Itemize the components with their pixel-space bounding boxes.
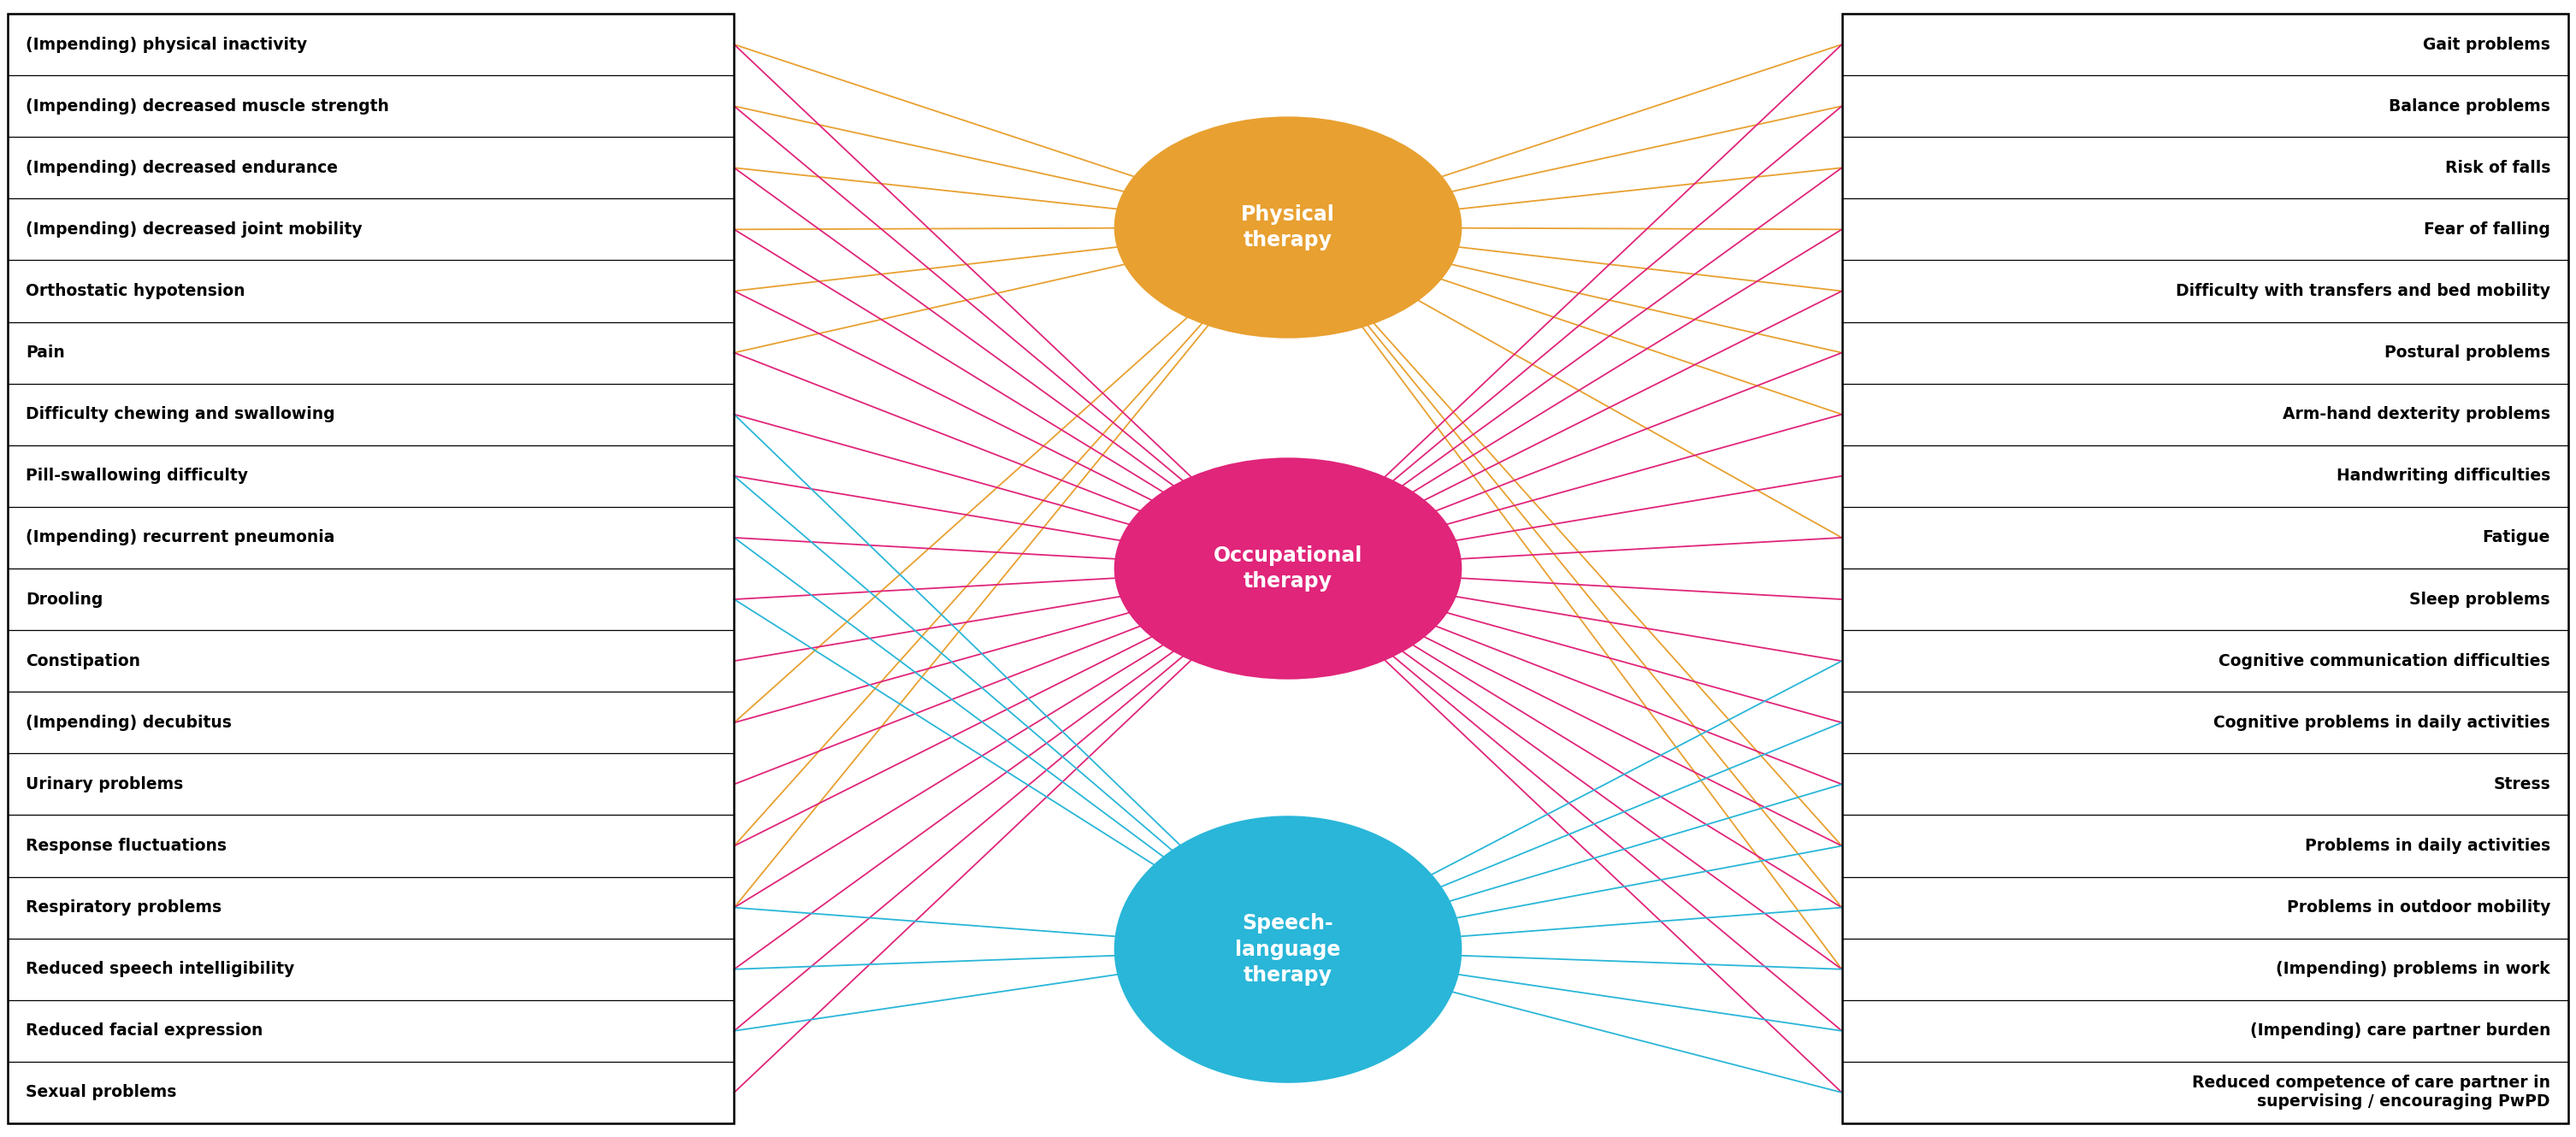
Text: Pain: Pain xyxy=(26,345,64,360)
Text: Speech-
language
therapy: Speech- language therapy xyxy=(1236,913,1340,986)
Text: Drooling: Drooling xyxy=(26,591,103,607)
Text: Problems in outdoor mobility: Problems in outdoor mobility xyxy=(2287,899,2550,915)
Text: Stress: Stress xyxy=(2494,777,2550,792)
Text: Orthostatic hypotension: Orthostatic hypotension xyxy=(26,283,245,299)
Text: Respiratory problems: Respiratory problems xyxy=(26,899,222,915)
Text: Cognitive problems in daily activities: Cognitive problems in daily activities xyxy=(2213,714,2550,731)
Text: Difficulty chewing and swallowing: Difficulty chewing and swallowing xyxy=(26,406,335,423)
Text: Constipation: Constipation xyxy=(26,653,139,669)
Text: Problems in daily activities: Problems in daily activities xyxy=(2306,838,2550,854)
Text: Occupational
therapy: Occupational therapy xyxy=(1213,545,1363,592)
Bar xyxy=(1842,14,2568,1123)
Ellipse shape xyxy=(1113,117,1461,338)
Text: Risk of falls: Risk of falls xyxy=(2445,159,2550,176)
Text: Reduced speech intelligibility: Reduced speech intelligibility xyxy=(26,961,294,978)
Text: Balance problems: Balance problems xyxy=(2388,98,2550,114)
Text: (Impending) problems in work: (Impending) problems in work xyxy=(2277,961,2550,978)
Text: Cognitive communication difficulties: Cognitive communication difficulties xyxy=(2218,653,2550,669)
Text: Urinary problems: Urinary problems xyxy=(26,777,183,792)
Text: (Impending) decreased joint mobility: (Impending) decreased joint mobility xyxy=(26,222,363,238)
Text: Handwriting difficulties: Handwriting difficulties xyxy=(2336,468,2550,484)
Text: (Impending) decreased muscle strength: (Impending) decreased muscle strength xyxy=(26,98,389,114)
Text: Sleep problems: Sleep problems xyxy=(2409,591,2550,607)
Text: (Impending) care partner burden: (Impending) care partner burden xyxy=(2249,1023,2550,1039)
Text: (Impending) recurrent pneumonia: (Impending) recurrent pneumonia xyxy=(26,530,335,546)
Text: Pill-swallowing difficulty: Pill-swallowing difficulty xyxy=(26,468,247,484)
Text: Difficulty with transfers and bed mobility: Difficulty with transfers and bed mobili… xyxy=(2177,283,2550,299)
Text: (Impending) decreased endurance: (Impending) decreased endurance xyxy=(26,159,337,176)
Text: Arm-hand dexterity problems: Arm-hand dexterity problems xyxy=(2282,406,2550,423)
Text: Postural problems: Postural problems xyxy=(2385,345,2550,360)
Text: Gait problems: Gait problems xyxy=(2424,36,2550,52)
Text: Reduced competence of care partner in
supervising / encouraging PwPD: Reduced competence of care partner in su… xyxy=(2192,1074,2550,1110)
Text: Physical
therapy: Physical therapy xyxy=(1242,204,1334,251)
Text: (Impending) decubitus: (Impending) decubitus xyxy=(26,714,232,731)
Text: Fear of falling: Fear of falling xyxy=(2424,222,2550,238)
Text: Fatigue: Fatigue xyxy=(2483,530,2550,546)
Text: (Impending) physical inactivity: (Impending) physical inactivity xyxy=(26,36,307,52)
Bar xyxy=(8,14,734,1123)
Ellipse shape xyxy=(1113,457,1461,679)
Text: Response fluctuations: Response fluctuations xyxy=(26,838,227,854)
Text: Sexual problems: Sexual problems xyxy=(26,1085,178,1101)
Text: Reduced facial expression: Reduced facial expression xyxy=(26,1023,263,1039)
Ellipse shape xyxy=(1113,816,1461,1082)
